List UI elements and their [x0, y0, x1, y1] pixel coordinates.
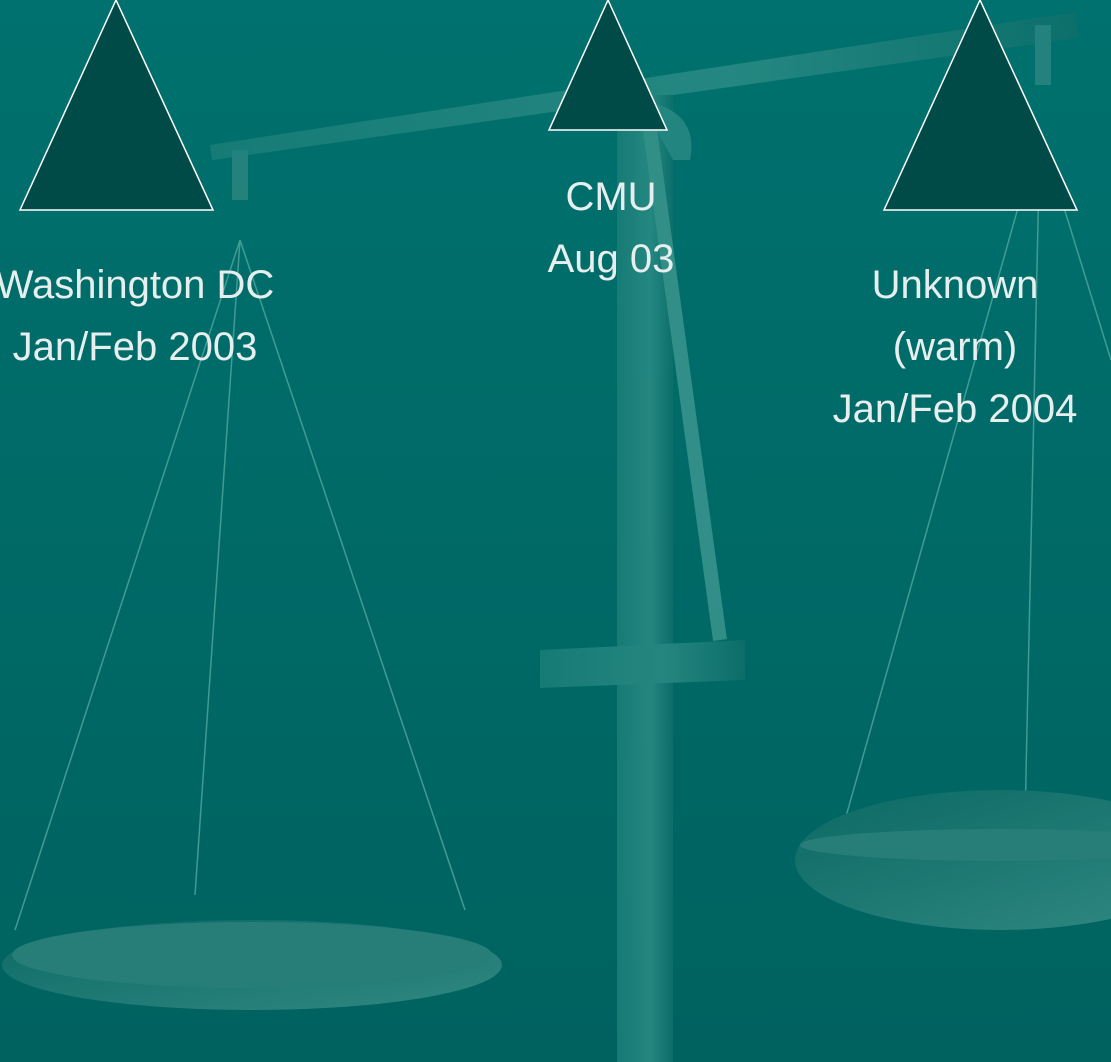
slide: Washington DC Jan/Feb 2003 CMU Aug 03 Un… — [0, 0, 1111, 1062]
label-right: Unknown (warm) Jan/Feb 2004 — [833, 254, 1078, 440]
label-line: (warm) — [833, 316, 1078, 378]
label-line: Aug 03 — [548, 228, 675, 290]
label-line: Jan/Feb 2003 — [0, 316, 274, 378]
scale-illustration — [0, 0, 1111, 1062]
label-line: CMU — [548, 166, 675, 228]
label-middle: CMU Aug 03 — [548, 166, 675, 290]
label-line: Jan/Feb 2004 — [833, 378, 1078, 440]
label-line: Unknown — [833, 254, 1078, 316]
label-left: Washington DC Jan/Feb 2003 — [0, 254, 274, 378]
label-line: Washington DC — [0, 254, 274, 316]
